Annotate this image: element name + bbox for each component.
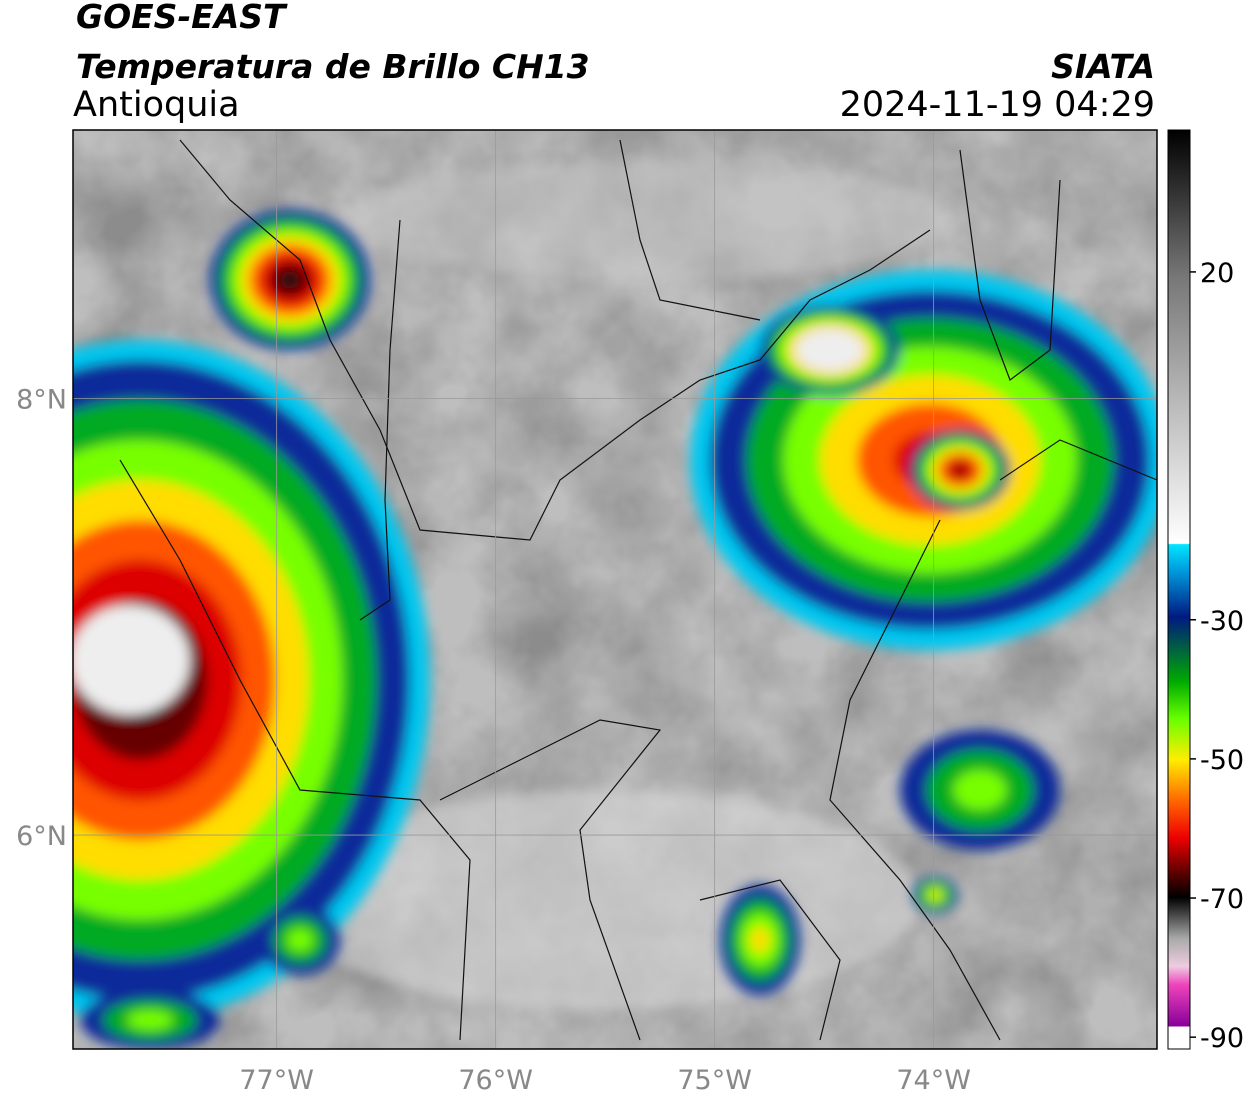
source: SIATA [1051,47,1155,86]
cloud-layer [750,926,770,954]
x-tick-label: 74°W [896,1065,971,1096]
cloud-layer [126,1010,174,1030]
cloud-layer [929,890,941,900]
x-tick-label: 77°W [239,1065,314,1096]
region: Antioquia [73,85,240,125]
colorbar-tick-label: -70 [1200,884,1244,915]
cloud-core [73,605,190,715]
cloud-core [795,328,865,372]
colorbar-tick-label: -50 [1200,745,1244,776]
y-tick-label: 8°N [16,384,67,415]
colorbar-tick-label: -30 [1200,606,1244,637]
title: GOES-EAST [76,0,288,36]
cloud-layer [953,770,1007,810]
x-tick-label: 75°W [677,1065,752,1096]
cloud-layer [280,271,300,289]
colorbar [1167,129,1191,1050]
y-tick-label: 6°N [16,821,67,852]
colorbar-tick-label: 20 [1200,258,1234,289]
cloud-layer [952,464,968,476]
colorbar-tick-label: -90 [1200,1023,1244,1054]
cloud-layer [286,928,314,952]
x-tick-label: 76°W [458,1065,533,1096]
timestamp: 2024-11-19 04:29 [840,85,1155,125]
satellite-image [73,130,1157,1049]
subtitle: Temperatura de Brillo CH13 [76,47,590,86]
map-frame [72,129,1158,1050]
